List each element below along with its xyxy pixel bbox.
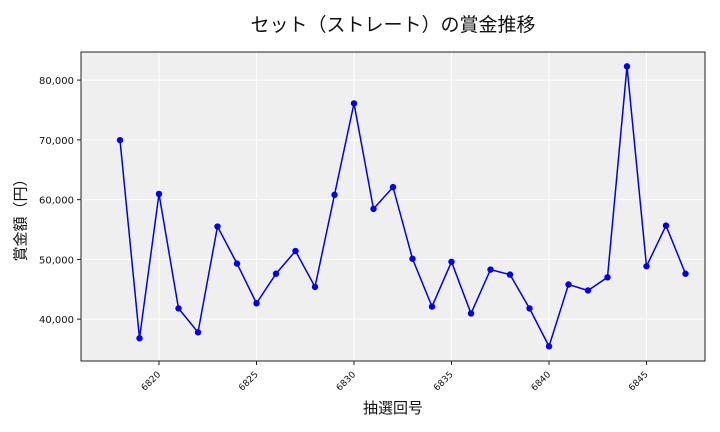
y-tick-label: 50,000 [39,255,74,266]
data-point [487,266,494,273]
data-point [545,343,553,350]
data-point [448,258,455,265]
x-axis: 6820 6825 6830 6835 6840 6845 [140,361,651,393]
data-point [194,329,202,336]
data-point [428,303,436,310]
data-point [565,281,572,288]
data-point [214,223,221,230]
x-tick-label: 6835 [432,370,455,393]
plot-frame [80,51,706,362]
data-point [370,205,377,213]
x-tick-label: 6845 [627,370,650,393]
series-line [119,66,687,349]
y-tick-label: 60,000 [39,196,74,207]
y-tick-label: 70,000 [39,136,74,147]
x-tick-label: 6820 [140,370,163,393]
data-point [604,274,611,281]
y-axis: 40,000 50,000 60,000 70,000 80,000 [39,76,81,326]
data-point [175,305,182,312]
x-tick-label: 6825 [237,370,260,393]
data-point [292,247,299,255]
data-point [350,100,358,107]
data-point [233,260,241,267]
data-point [116,136,124,144]
y-axis-label: 賞金額（円） [11,171,30,262]
x-axis-label: 抽選回号 [362,399,423,417]
data-point [584,287,592,294]
data-point [526,305,533,312]
data-point [253,300,260,307]
data-point [311,283,319,291]
gridlines [81,52,705,361]
data-point [331,191,338,199]
data-point [467,310,475,317]
y-tick-label: 40,000 [39,315,74,326]
x-tick-label: 6830 [335,370,358,393]
data-point [643,263,650,270]
data-point [155,190,163,198]
data-point [409,255,416,262]
plot-area [81,52,705,361]
data-point [272,270,280,277]
data-point [506,271,514,278]
data-point [136,335,143,342]
data-point [389,183,397,191]
x-tick-label: 6840 [530,370,553,393]
data-point [623,63,631,70]
data-point [682,270,689,277]
chart-title: セット（ストレート）の賞金推移 [250,14,536,36]
data-series [116,63,689,350]
data-point [662,222,670,229]
y-tick-label: 80,000 [39,76,74,87]
